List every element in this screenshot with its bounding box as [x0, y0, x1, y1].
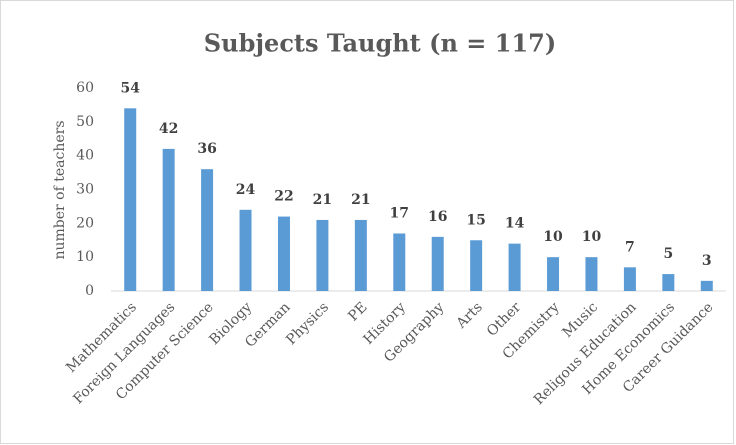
bar	[124, 108, 137, 291]
data-label: 54	[120, 80, 140, 96]
data-label: 5	[663, 246, 673, 262]
data-label: 22	[274, 189, 293, 205]
bar	[623, 267, 636, 291]
y-tick-label: 0	[85, 283, 94, 299]
data-label: 36	[197, 141, 216, 157]
bar	[662, 274, 675, 291]
y-tick-label: 40	[76, 148, 94, 164]
bar	[201, 169, 214, 291]
y-tick-label: 20	[76, 215, 94, 231]
data-label: 10	[543, 229, 563, 245]
bar	[470, 240, 483, 291]
data-label: 7	[625, 239, 635, 255]
bar	[277, 216, 290, 291]
y-axis-label: number of teachers	[52, 120, 68, 259]
y-tick-label: 30	[76, 182, 94, 198]
data-label: 3	[702, 253, 712, 269]
data-label: 10	[582, 229, 602, 245]
data-label: 21	[313, 192, 332, 208]
data-label: 14	[505, 216, 525, 232]
bar	[316, 219, 329, 291]
bar	[508, 243, 521, 291]
y-tick-label: 60	[76, 80, 94, 96]
bar	[431, 236, 444, 291]
y-tick-label: 10	[76, 249, 94, 265]
bar	[162, 148, 175, 291]
data-label: 17	[390, 205, 409, 221]
bar	[393, 233, 406, 291]
bar	[239, 209, 252, 291]
bar	[700, 280, 713, 291]
bar	[547, 257, 560, 291]
data-label: 15	[466, 212, 485, 228]
y-tick-label: 50	[76, 114, 94, 130]
data-label: 42	[159, 121, 178, 137]
data-label: 21	[351, 192, 370, 208]
data-label: 16	[428, 209, 447, 225]
bar	[354, 219, 367, 291]
bar	[585, 257, 598, 291]
data-label: 24	[236, 182, 256, 198]
chart-title: Subjects Taught (n = 117)	[204, 29, 556, 58]
